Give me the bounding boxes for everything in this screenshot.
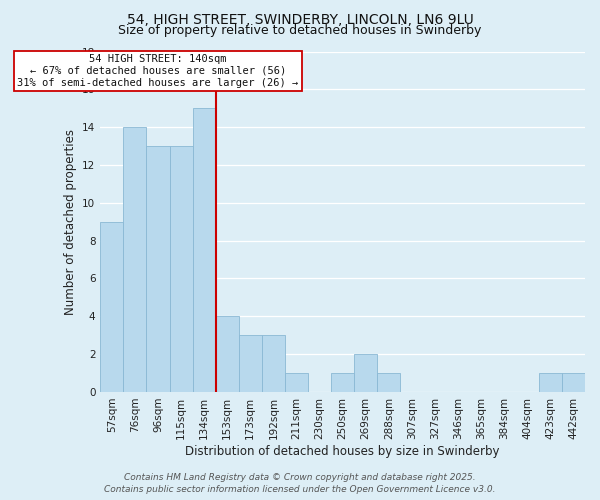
Text: 54 HIGH STREET: 140sqm
← 67% of detached houses are smaller (56)
31% of semi-det: 54 HIGH STREET: 140sqm ← 67% of detached… xyxy=(17,54,299,88)
Text: Size of property relative to detached houses in Swinderby: Size of property relative to detached ho… xyxy=(118,24,482,37)
Bar xyxy=(146,146,170,392)
Bar xyxy=(100,222,124,392)
Bar xyxy=(354,354,377,392)
Bar xyxy=(562,373,585,392)
Bar xyxy=(193,108,215,392)
Bar xyxy=(285,373,308,392)
Bar xyxy=(262,335,285,392)
Bar xyxy=(539,373,562,392)
Bar xyxy=(239,335,262,392)
Y-axis label: Number of detached properties: Number of detached properties xyxy=(64,128,77,314)
Bar xyxy=(170,146,193,392)
Bar xyxy=(124,127,146,392)
Text: 54, HIGH STREET, SWINDERBY, LINCOLN, LN6 9LU: 54, HIGH STREET, SWINDERBY, LINCOLN, LN6… xyxy=(127,12,473,26)
X-axis label: Distribution of detached houses by size in Swinderby: Distribution of detached houses by size … xyxy=(185,444,500,458)
Text: Contains HM Land Registry data © Crown copyright and database right 2025.
Contai: Contains HM Land Registry data © Crown c… xyxy=(104,472,496,494)
Bar xyxy=(331,373,354,392)
Bar xyxy=(377,373,400,392)
Bar xyxy=(215,316,239,392)
